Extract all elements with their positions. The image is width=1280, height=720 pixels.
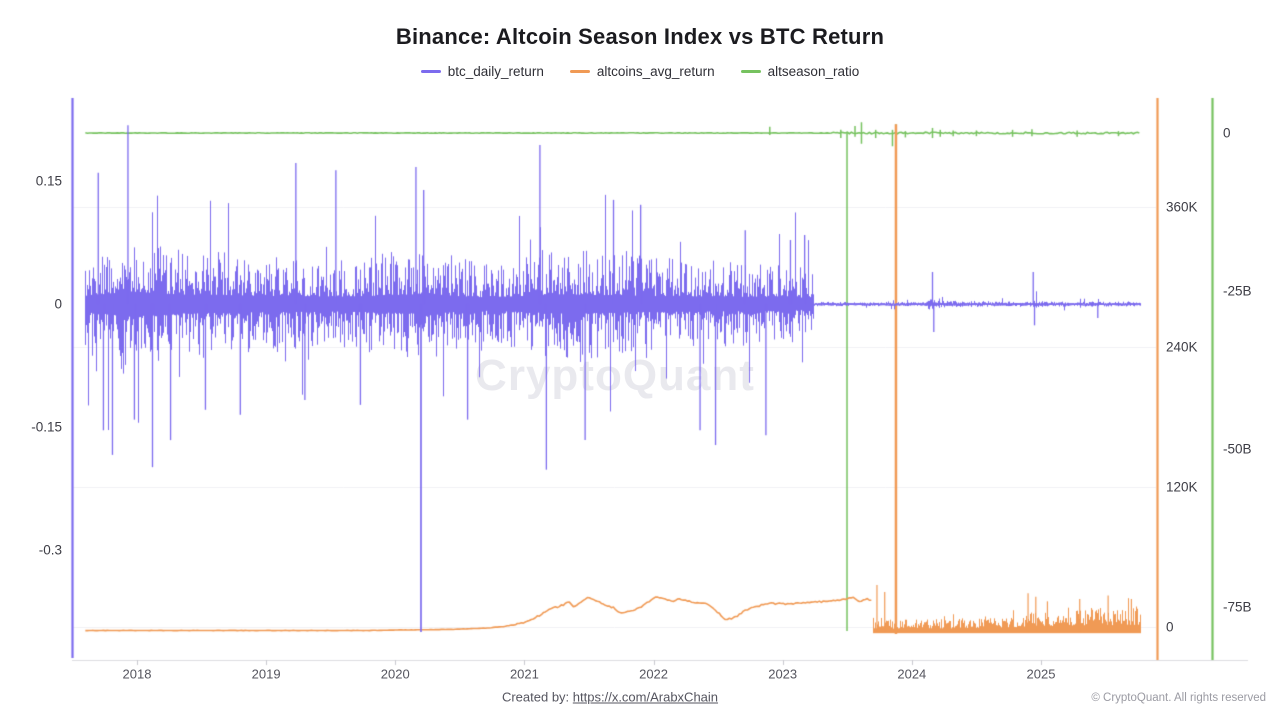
y-tick-inner-360K: 360K bbox=[1166, 199, 1198, 215]
y-tick-outer-0: 0 bbox=[1223, 125, 1231, 141]
legend-item-altseason-ratio[interactable]: altseason_ratio bbox=[740, 64, 860, 79]
creator-link[interactable]: https://x.com/ArabxChain bbox=[572, 689, 719, 705]
legend-label: altseason_ratio bbox=[767, 64, 860, 79]
legend-line-swatch bbox=[569, 70, 590, 73]
y-tick-inner-240K: 240K bbox=[1166, 339, 1198, 355]
x-tick-2020: 2020 bbox=[380, 666, 410, 682]
copyright-notice: © CryptoQuant. All rights reserved bbox=[1091, 692, 1266, 704]
created-by-prefix: Created by: bbox=[501, 689, 573, 705]
y-tick-outer--50B: -50B bbox=[1223, 441, 1252, 457]
legend: btc_daily_return altcoins_avg_return altse… bbox=[0, 64, 1280, 79]
legend-item-altcoins-avg-return[interactable]: altcoins_avg_return bbox=[569, 64, 715, 79]
x-tick-2019: 2019 bbox=[251, 666, 281, 682]
y-tick-outer--75B: -75B bbox=[1223, 599, 1252, 615]
x-tick-2024: 2024 bbox=[897, 666, 927, 682]
created-by: Created by: https://x.com/ArabxChain bbox=[502, 690, 718, 705]
legend-line-swatch bbox=[740, 70, 761, 73]
y-tick-outer--25B: -25B bbox=[1223, 283, 1252, 299]
y-tick-inner-120K: 120K bbox=[1166, 479, 1198, 495]
chart-title: Binance: Altcoin Season Index vs BTC Ret… bbox=[395, 24, 885, 49]
y-tick-left-0: 0 bbox=[54, 296, 62, 312]
x-tick-2018: 2018 bbox=[122, 666, 152, 682]
y-tick-left--0.15: -0.15 bbox=[31, 419, 62, 435]
legend-item-btc-daily-return[interactable]: btc_daily_return bbox=[420, 64, 544, 79]
x-tick-2021: 2021 bbox=[509, 666, 539, 682]
y-tick-inner-0: 0 bbox=[1166, 619, 1174, 635]
legend-label: btc_daily_return bbox=[447, 64, 544, 79]
legend-line-swatch bbox=[420, 70, 441, 73]
y-tick-left-0.15: 0.15 bbox=[35, 173, 62, 189]
x-tick-2025: 2025 bbox=[1026, 666, 1056, 682]
x-tick-2023: 2023 bbox=[768, 666, 798, 682]
y-tick-left--0.3: -0.3 bbox=[38, 542, 62, 558]
x-tick-2022: 2022 bbox=[639, 666, 669, 682]
legend-label: altcoins_avg_return bbox=[596, 64, 715, 79]
